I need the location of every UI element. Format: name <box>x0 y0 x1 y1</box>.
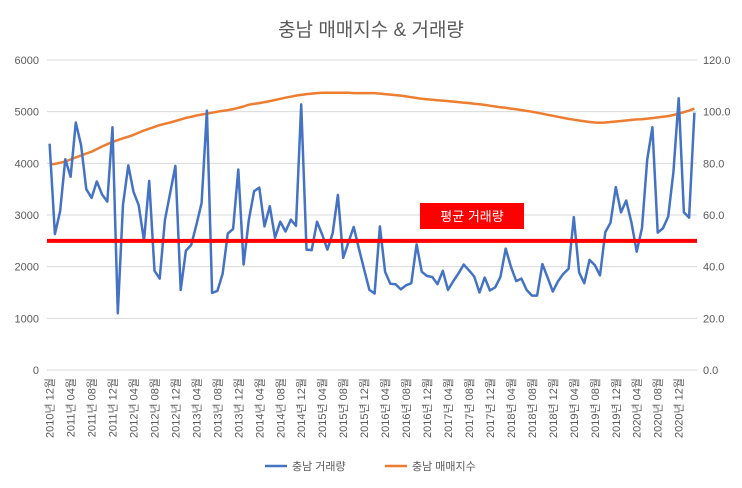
y-right-tick-label: 0.0 <box>703 365 718 377</box>
chart-title: 충남 매매지수 & 거래량 <box>278 19 464 41</box>
average-label-box <box>420 203 524 229</box>
x-tick-label: 2013년 04월 <box>190 378 203 438</box>
x-tick-label: 2012년 04월 <box>127 378 140 438</box>
x-tick-label: 2013년 12월 <box>232 378 245 438</box>
x-axis: 2010년 12월 2011년 04월 2011년 08월 2011년 12월 2012… <box>44 378 686 438</box>
series-layer <box>48 91 696 315</box>
y-right-tick-label: 40.0 <box>703 262 724 274</box>
y-right-tick-label: 20.0 <box>703 313 724 325</box>
y-right-tick-label: 120.0 <box>703 55 731 67</box>
reference-layer: 평균 거래량 <box>47 203 697 243</box>
x-tick-label: 2018년 08월 <box>526 378 539 438</box>
x-tick-label: 2011년 04월 <box>65 378 78 437</box>
y-left-tick-label: 1000 <box>15 313 39 325</box>
x-tick-label: 2017년 04월 <box>442 378 455 438</box>
y-left-tick-label: 0 <box>33 365 39 377</box>
y-right-tick-label: 100.0 <box>703 107 731 119</box>
y-left-tick-label: 5000 <box>15 107 39 119</box>
y-left-tick-label: 6000 <box>15 55 39 67</box>
y-left-tick-label: 2000 <box>15 262 39 274</box>
y-right-tick-label: 80.0 <box>703 158 724 170</box>
x-tick-label: 2013년 08월 <box>211 378 224 438</box>
x-tick-label: 2017년 08월 <box>463 378 476 438</box>
average-label: 평균 거래량 <box>440 209 503 224</box>
x-tick-label: 2017년 12월 <box>484 378 497 438</box>
x-tick-label: 2018년 04월 <box>505 378 518 438</box>
series-line-index <box>49 91 695 166</box>
x-tick-label: 2020년 04월 <box>631 378 644 438</box>
x-tick-label: 2020년 08월 <box>652 378 665 438</box>
x-tick-label: 2014년 08월 <box>274 378 287 438</box>
series-line-volume <box>48 96 696 315</box>
y-left-tick-label: 4000 <box>15 158 39 170</box>
x-tick-label: 2015년 08월 <box>337 378 350 438</box>
legend-label-volume: 충남 거래량 <box>292 460 346 473</box>
x-tick-label: 2012년 12월 <box>169 378 182 438</box>
gridlines <box>47 59 697 371</box>
x-tick-label: 2011년 12월 <box>107 378 120 437</box>
x-tick-label: 2015년 04월 <box>316 378 329 438</box>
x-tick-label: 2016년 08월 <box>400 378 413 438</box>
x-tick-label: 2019년 08월 <box>589 378 602 438</box>
x-tick-label: 2016년 12월 <box>421 378 434 438</box>
y-axis-left: 0 1000 2000 3000 4000 5000 6000 <box>15 55 39 377</box>
x-tick-label: 2012년 08월 <box>148 378 161 438</box>
x-tick-label: 2016년 04월 <box>379 378 392 438</box>
x-tick-label: 2014년 04월 <box>253 378 266 438</box>
x-tick-label: 2011년 08월 <box>86 378 99 437</box>
y-right-tick-label: 60.0 <box>703 210 724 222</box>
legend: 충남 거래량 충남 매매지수 <box>265 460 476 473</box>
y-left-tick-label: 3000 <box>15 210 39 222</box>
legend-label-index: 충남 매매지수 <box>412 460 476 473</box>
x-tick-label: 2010년 12월 <box>44 378 57 438</box>
x-tick-label: 2018년 12월 <box>547 378 560 438</box>
x-tick-label: 2019년 04월 <box>568 378 581 438</box>
x-tick-label: 2019년 12월 <box>610 378 623 438</box>
x-tick-label: 2014년 12월 <box>295 378 308 438</box>
y-axis-right: 0.0 20.0 40.0 60.0 80.0 100.0 120.0 <box>703 55 731 377</box>
x-tick-label: 2015년 12월 <box>358 378 371 438</box>
x-tick-label: 2020년 12월 <box>673 378 686 438</box>
